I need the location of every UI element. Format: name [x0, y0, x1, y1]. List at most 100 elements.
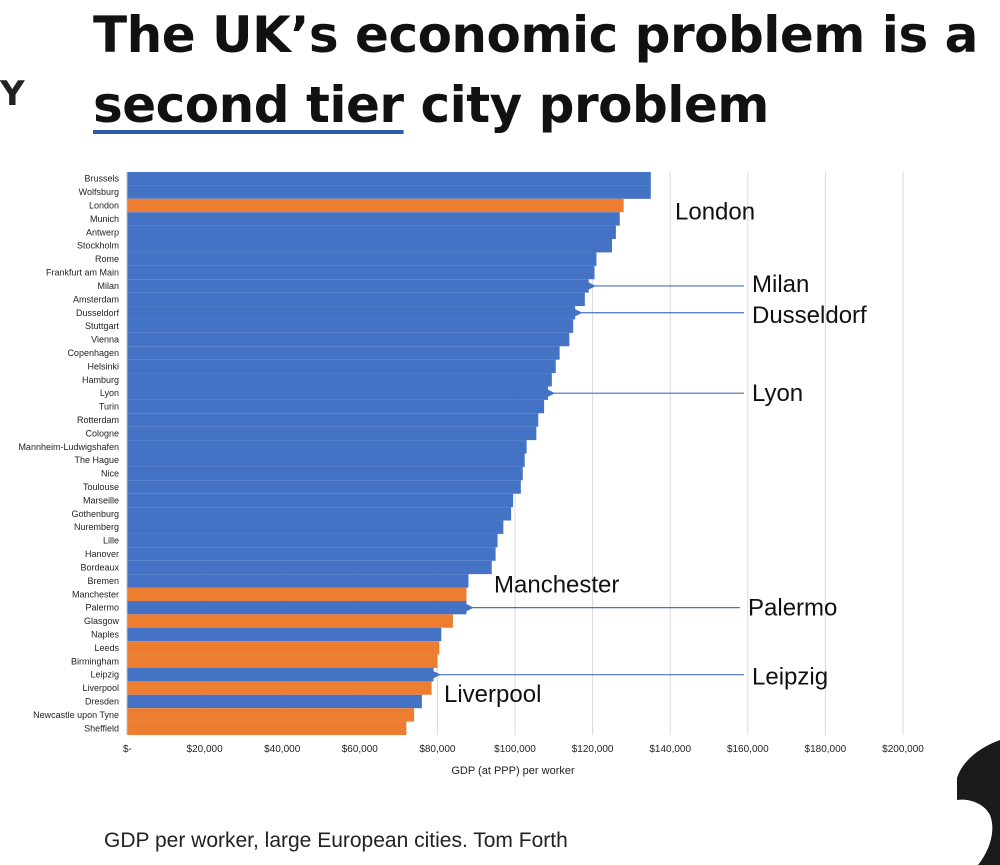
- annotation-london: London: [675, 199, 755, 226]
- bar-copenhagen: [127, 346, 560, 360]
- annotation-liverpool: Liverpool: [444, 681, 541, 708]
- x-tick-label: $160,000: [727, 744, 769, 755]
- bar-newcastle-upon-tyne: [127, 708, 415, 722]
- bar-hamburg: [127, 373, 552, 387]
- category-label: Nuremberg: [74, 522, 119, 532]
- category-label: Bremen: [87, 576, 119, 586]
- category-label: The Hague: [74, 455, 119, 465]
- category-label: Milan: [97, 281, 119, 291]
- x-tick-label: $80,000: [419, 744, 456, 755]
- category-label: Bordeaux: [80, 562, 119, 572]
- category-label: London: [89, 201, 119, 211]
- category-label: Helsinki: [87, 361, 119, 371]
- bar-gothenburg: [127, 507, 512, 521]
- bar-helsinki: [127, 359, 556, 374]
- category-label: Antwerp: [86, 227, 119, 237]
- bar-dresden: [127, 694, 422, 709]
- bar-rotterdam: [127, 413, 539, 427]
- category-label: Rome: [95, 254, 119, 264]
- x-tick-label: $20,000: [187, 744, 224, 755]
- annotation-leipzig: Leipzig: [752, 664, 828, 691]
- bar-marseille: [127, 493, 514, 508]
- category-label: Birmingham: [71, 656, 119, 666]
- x-axis-label: GDP (at PPP) per worker: [451, 765, 575, 777]
- category-label: Palermo: [85, 603, 119, 613]
- slide-title: The UK’s economic problem is a second tie…: [93, 0, 993, 140]
- category-label: Dresden: [85, 696, 119, 706]
- annotation-lyon: Lyon: [752, 380, 803, 407]
- bar-lille: [127, 533, 498, 548]
- bar-antwerp: [127, 225, 616, 240]
- bar-leeds: [127, 641, 440, 655]
- annotation-dusseldorf: Dusseldorf: [752, 302, 867, 329]
- x-tick-label: $40,000: [264, 744, 301, 755]
- chart-caption: GDP per worker, large European cities. T…: [104, 829, 568, 852]
- title-part-1: The UK’s economic problem is a: [93, 6, 978, 64]
- category-label: Stockholm: [77, 241, 119, 251]
- bar-munich: [127, 212, 620, 226]
- bar-hanover: [127, 547, 496, 561]
- bar-lyon: [127, 386, 548, 400]
- x-tick-label: $120,000: [572, 744, 614, 755]
- bar-liverpool: [127, 681, 432, 695]
- bar-rome: [127, 252, 597, 266]
- category-label: Toulouse: [83, 482, 119, 492]
- x-tick-label: $180,000: [805, 744, 847, 755]
- category-label: Lille: [103, 536, 119, 546]
- cropped-side-letter: Y: [0, 74, 25, 114]
- category-label: Naples: [91, 629, 120, 639]
- bar-naples: [127, 627, 442, 642]
- bar-vienna: [127, 332, 570, 347]
- annotation-palermo: Palermo: [748, 595, 837, 622]
- category-label: Liverpool: [82, 683, 119, 693]
- category-label: Leipzig: [90, 670, 119, 680]
- bar-nuremberg: [127, 520, 504, 534]
- category-label: Brussels: [84, 174, 119, 184]
- category-label: Dusseldorf: [76, 308, 120, 318]
- category-label: Manchester: [72, 589, 119, 599]
- title-part-2: city problem: [403, 76, 769, 134]
- category-label: Frankfurt am Main: [46, 268, 119, 278]
- category-label: Marseille: [83, 495, 119, 505]
- title-highlight: second tier: [93, 76, 404, 134]
- bar-london: [127, 198, 624, 213]
- bar-palermo: [127, 600, 467, 615]
- category-label: Hanover: [85, 549, 119, 559]
- bar-dusseldorf: [127, 306, 576, 320]
- category-label: Cologne: [85, 428, 119, 438]
- x-tick-label: $100,000: [494, 744, 536, 755]
- bar-toulouse: [127, 480, 521, 494]
- category-label: Lyon: [100, 388, 119, 398]
- bar-the-hague: [127, 453, 525, 467]
- bar-bremen: [127, 574, 469, 588]
- bar-milan: [127, 279, 589, 293]
- category-label: Sheffield: [84, 723, 119, 733]
- x-tick-label: $200,000: [882, 744, 924, 755]
- bar-frankfurt-am-main: [127, 265, 595, 280]
- category-label: Rotterdam: [77, 415, 119, 425]
- category-label: Vienna: [91, 335, 119, 345]
- category-label: Leeds: [94, 643, 119, 653]
- category-label: Hamburg: [82, 375, 119, 385]
- bar-nice: [127, 466, 523, 481]
- bar-wolfsburg: [127, 185, 651, 199]
- bar-turin: [127, 399, 545, 414]
- bar-leipzig: [127, 667, 434, 682]
- bar-amsterdam: [127, 292, 585, 307]
- bar-sheffield: [127, 721, 407, 735]
- bar-stockholm: [127, 239, 612, 253]
- x-tick-label: $60,000: [342, 744, 379, 755]
- bar-cologne: [127, 426, 537, 441]
- bar-manchester: [127, 587, 467, 601]
- bar-mannheim-ludwigshafen: [127, 440, 527, 454]
- bar-glasgow: [127, 614, 453, 628]
- category-label: Gothenburg: [71, 509, 119, 519]
- category-label: Munich: [90, 214, 119, 224]
- category-label: Amsterdam: [73, 294, 119, 304]
- bar-stuttgart: [127, 319, 574, 333]
- category-label: Turin: [99, 402, 119, 412]
- bar-brussels: [127, 172, 651, 186]
- category-label: Mannheim-Ludwigshafen: [18, 442, 119, 452]
